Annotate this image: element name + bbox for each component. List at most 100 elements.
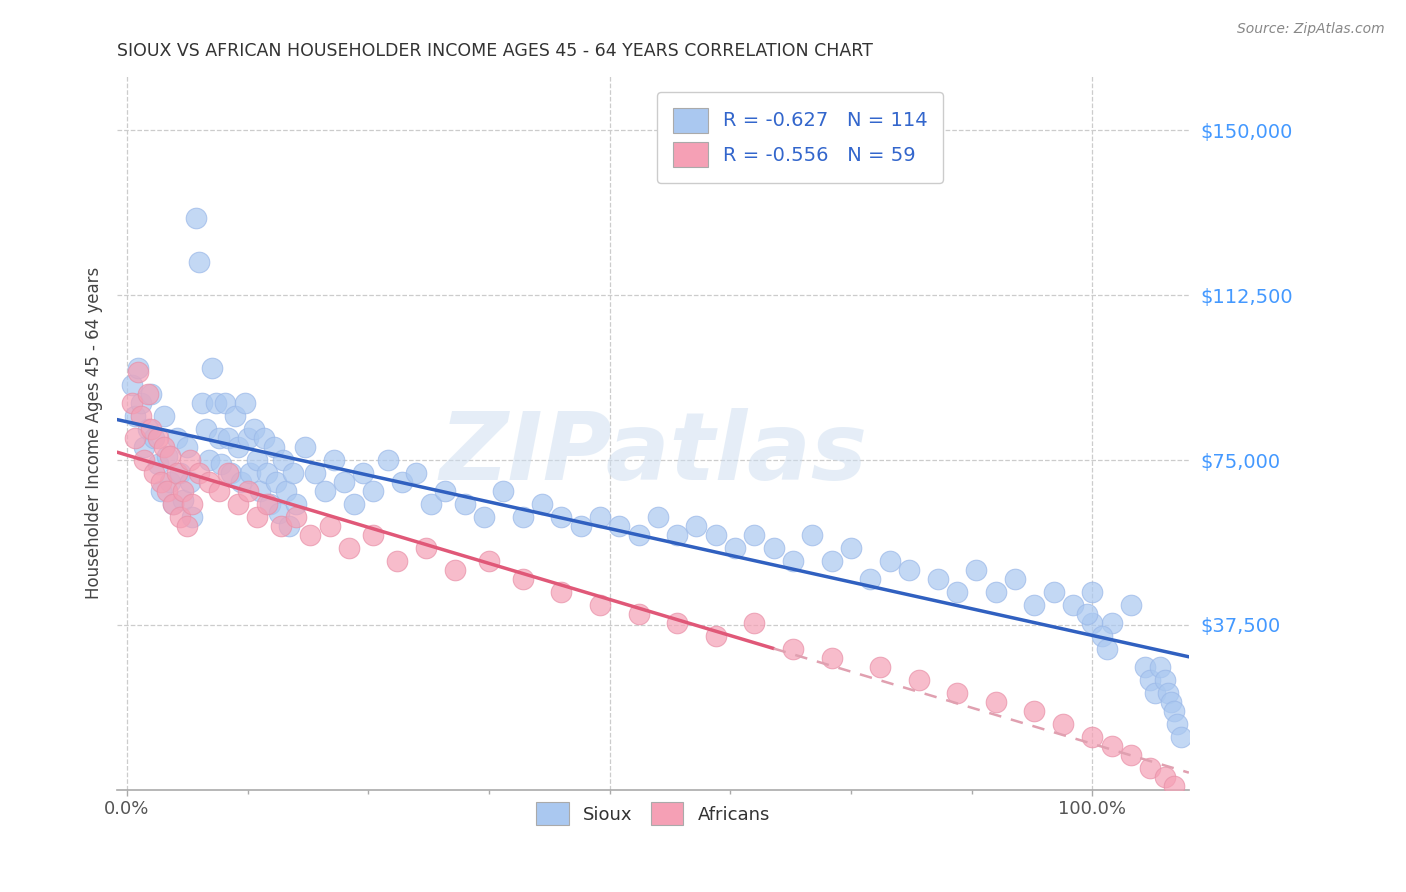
Point [1042,585,1064,599]
Point [249,483,271,498]
Point [1119,598,1142,612]
Point [1081,615,1104,630]
Point [176,519,198,533]
Point [879,554,901,568]
Point [269,506,291,520]
Point [139,387,162,401]
Point [149,475,172,489]
Point [207,431,229,445]
Point [256,497,278,511]
Point [512,572,534,586]
Point [146,458,169,472]
Point [233,396,256,410]
Point [299,528,322,542]
Point [627,528,650,542]
Point [666,528,689,542]
Point [352,467,374,481]
Point [166,431,188,445]
Point [1024,704,1046,718]
Point [323,453,346,467]
Point [181,510,204,524]
Point [278,519,301,533]
Point [1081,730,1104,744]
Point [472,510,495,524]
Point [127,360,149,375]
Point [1119,747,1142,762]
Point [229,475,252,489]
Point [1170,730,1192,744]
Point [256,467,278,481]
Point [454,497,477,511]
Point [276,483,298,498]
Text: ZIPatlas: ZIPatlas [439,408,868,500]
Point [124,431,146,445]
Point [169,467,191,481]
Point [550,510,572,524]
Point [478,554,501,568]
Point [589,510,612,524]
Point [647,510,669,524]
Point [530,497,553,511]
Point [927,572,949,586]
Point [149,483,172,498]
Point [152,440,174,454]
Point [1163,704,1185,718]
Point [839,541,862,555]
Point [236,483,259,498]
Point [204,396,226,410]
Point [284,510,307,524]
Point [124,409,146,423]
Point [1144,686,1167,700]
Point [343,497,366,511]
Point [198,475,221,489]
Point [897,563,920,577]
Point [159,475,181,489]
Legend: Sioux, Africans: Sioux, Africans [527,793,779,835]
Point [744,528,766,542]
Point [782,642,804,657]
Point [266,475,288,489]
Point [420,497,443,511]
Point [176,440,198,454]
Point [762,541,785,555]
Point [444,563,467,577]
Point [405,467,427,481]
Point [152,409,174,423]
Point [1139,761,1161,775]
Point [782,554,804,568]
Point [211,458,233,472]
Point [1135,659,1157,673]
Point [201,360,224,375]
Point [159,449,181,463]
Point [131,396,153,410]
Point [136,387,159,401]
Point [1062,598,1084,612]
Point [246,453,269,467]
Point [1163,779,1185,793]
Point [377,453,399,467]
Point [169,510,191,524]
Point [142,467,165,481]
Point [195,422,218,436]
Point [1091,629,1114,643]
Point [246,510,269,524]
Point [226,440,249,454]
Point [337,541,360,555]
Point [162,497,184,511]
Point [284,497,307,511]
Point [156,483,179,498]
Point [801,528,824,542]
Point [270,519,292,533]
Point [984,585,1007,599]
Point [724,541,747,555]
Point [188,255,211,269]
Point [156,449,179,463]
Point [281,467,304,481]
Point [139,422,162,436]
Point [1076,607,1098,621]
Point [1156,686,1178,700]
Point [415,541,437,555]
Point [569,519,592,533]
Point [965,563,987,577]
Point [333,475,356,489]
